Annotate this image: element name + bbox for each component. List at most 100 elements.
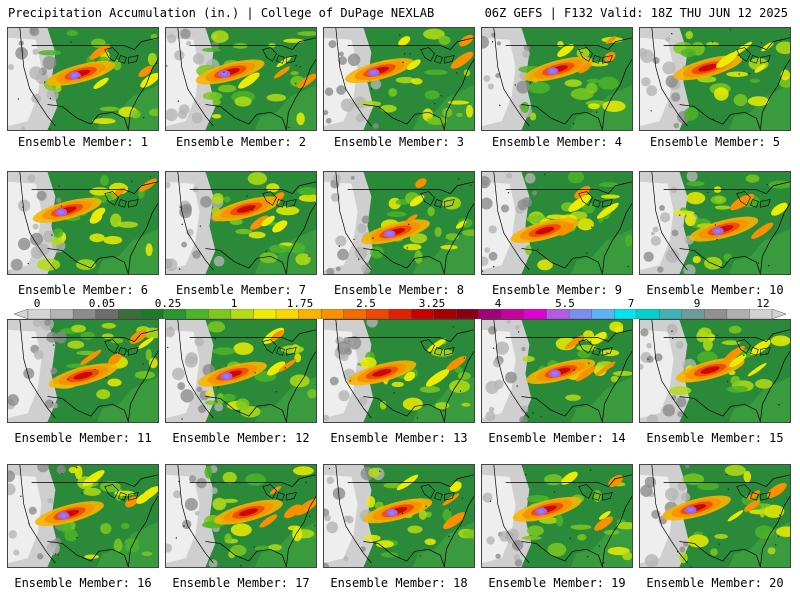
ensemble-member-label: Ensemble Member: 14 — [488, 431, 626, 445]
model-run-info: 06Z GEFS | F132 Valid: 18Z THU JUN 12 20… — [484, 6, 788, 20]
colorbar-swatch — [704, 309, 728, 319]
colorbar-swatch — [95, 309, 119, 319]
precipitation-map-image — [324, 28, 474, 130]
precipitation-map-image — [166, 465, 316, 567]
colorbar-swatch — [726, 309, 750, 319]
ensemble-member-label: Ensemble Member: 9 — [491, 283, 623, 297]
colorbar-max-arrow — [771, 309, 786, 319]
colorbar-swatch — [140, 309, 164, 319]
precipitation-map-image — [640, 320, 790, 422]
ensemble-map-6[interactable] — [7, 171, 159, 275]
colorbar-tick-label: 1.75 — [286, 297, 314, 310]
colorbar-swatch — [433, 309, 457, 319]
colorbar-swatch — [27, 309, 52, 319]
ensemble-member-label: Ensemble Member: 8 — [333, 283, 465, 297]
colorbar-tick-label: 4 — [494, 297, 502, 310]
ensemble-member-label: Ensemble Member: 15 — [646, 431, 784, 445]
colorbar-swatch — [546, 309, 570, 319]
colorbar-tick-label: 0.25 — [154, 297, 182, 310]
ensemble-map-16[interactable] — [7, 464, 159, 568]
ensemble-map-4[interactable] — [481, 27, 633, 131]
ensemble-member-label: Ensemble Member: 1 — [17, 135, 149, 149]
colorbar-swatch — [388, 309, 412, 319]
colorbar-swatch — [568, 309, 593, 319]
ensemble-map-8[interactable] — [323, 171, 475, 275]
precipitation-map-image — [166, 320, 316, 422]
colorbar-swatch — [411, 309, 435, 319]
ensemble-map-9[interactable] — [481, 171, 633, 275]
precipitation-map-image — [324, 465, 474, 567]
precipitation-map-image — [8, 320, 158, 422]
colorbar-tick-label: 2.5 — [356, 297, 376, 310]
colorbar-swatch — [230, 309, 254, 319]
ensemble-map-12[interactable] — [165, 319, 317, 423]
colorbar-swatch — [613, 309, 638, 319]
ensemble-member-label: Ensemble Member: 10 — [646, 283, 784, 297]
ensemble-map-5[interactable] — [639, 27, 791, 131]
ensemble-member-label: Ensemble Member: 7 — [175, 283, 307, 297]
colorbar-swatch — [298, 309, 322, 319]
colorbar-min-arrow — [14, 309, 29, 319]
colorbar-tick-label: 9 — [693, 297, 701, 310]
colorbar-tick-label: 3.25 — [418, 297, 446, 310]
ensemble-map-20[interactable] — [639, 464, 791, 568]
ensemble-member-label: Ensemble Member: 4 — [491, 135, 623, 149]
colorbar-tick-label: 0 — [33, 297, 41, 310]
ensemble-map-13[interactable] — [323, 319, 475, 423]
precipitation-map-image — [482, 465, 632, 567]
precipitation-map-image — [8, 28, 158, 130]
ensemble-map-1[interactable] — [7, 27, 159, 131]
colorbar-swatch — [749, 309, 773, 319]
ensemble-member-label: Ensemble Member: 12 — [172, 431, 310, 445]
ensemble-member-label: Ensemble Member: 18 — [330, 576, 468, 590]
page-title: Precipitation Accumulation (in.) | Colle… — [8, 6, 435, 20]
colorbar-swatch — [659, 309, 683, 319]
ensemble-member-label: Ensemble Member: 19 — [488, 576, 626, 590]
ensemble-map-15[interactable] — [639, 319, 791, 423]
colorbar-swatch — [523, 309, 548, 319]
ensemble-member-label: Ensemble Member: 6 — [17, 283, 149, 297]
ensemble-member-label: Ensemble Member: 20 — [646, 576, 784, 590]
colorbar-swatch — [636, 309, 660, 319]
precipitation-map-image — [640, 28, 790, 130]
ensemble-member-label: Ensemble Member: 2 — [175, 135, 307, 149]
precipitation-map-image — [640, 465, 790, 567]
precipitation-map-image — [482, 28, 632, 130]
precipitation-map-image — [8, 172, 158, 274]
colorbar-tick-label: 5.5 — [555, 297, 575, 310]
colorbar-swatch — [320, 309, 345, 319]
precipitation-map-image — [324, 320, 474, 422]
ensemble-map-11[interactable] — [7, 319, 159, 423]
precipitation-map-image — [166, 28, 316, 130]
precipitation-map-image — [640, 172, 790, 274]
ensemble-member-label: Ensemble Member: 13 — [330, 431, 468, 445]
colorbar-swatch — [591, 309, 615, 319]
colorbar-swatch — [456, 309, 480, 319]
ensemble-member-label: Ensemble Member: 5 — [649, 135, 781, 149]
colorbar-swatch — [72, 309, 97, 319]
ensemble-map-19[interactable] — [481, 464, 633, 568]
colorbar-swatch — [185, 309, 209, 319]
ensemble-map-3[interactable] — [323, 27, 475, 131]
ensemble-map-7[interactable] — [165, 171, 317, 275]
precipitation-map-image — [166, 172, 316, 274]
colorbar-swatch — [208, 309, 232, 319]
colorbar-swatch — [253, 309, 277, 319]
ensemble-map-2[interactable] — [165, 27, 317, 131]
colorbar-swatch — [275, 309, 300, 319]
colorbar-swatch — [50, 309, 74, 319]
colorbar-swatch — [501, 309, 525, 319]
ensemble-map-14[interactable] — [481, 319, 633, 423]
colorbar-swatch — [478, 309, 502, 319]
ensemble-map-10[interactable] — [639, 171, 791, 275]
colorbar-tick-label: 7 — [627, 297, 635, 310]
precipitation-map-image — [324, 172, 474, 274]
ensemble-member-label: Ensemble Member: 11 — [14, 431, 152, 445]
ensemble-member-label: Ensemble Member: 17 — [172, 576, 310, 590]
colorbar-tick-label: 0.05 — [88, 297, 116, 310]
ensemble-map-18[interactable] — [323, 464, 475, 568]
colorbar-swatch — [343, 309, 367, 319]
ensemble-member-label: Ensemble Member: 3 — [333, 135, 465, 149]
ensemble-map-17[interactable] — [165, 464, 317, 568]
colorbar-swatch — [681, 309, 705, 319]
